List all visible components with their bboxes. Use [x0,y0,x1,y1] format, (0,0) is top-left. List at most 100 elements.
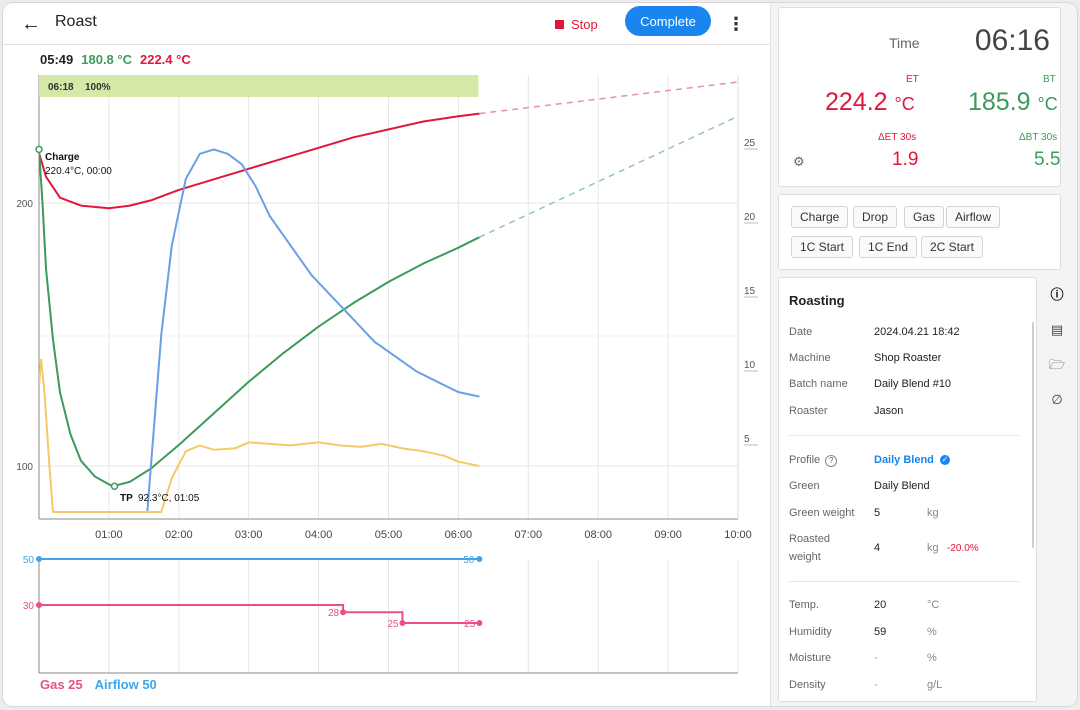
x-tick-label: 04:00 [305,529,333,541]
readout-bt: 180.8 °C [81,52,132,67]
airflow-end-label: 50 [463,555,475,566]
event-1c-start-button[interactable]: 1C Start [791,236,854,258]
phase-percent: 100% [85,82,111,93]
tp-label: TP [120,493,133,504]
green-weight-unit: kg [927,507,939,519]
page-title: Roast [55,13,97,30]
x-tick-label: 08:00 [584,529,612,541]
roaster-label: Roaster [789,405,828,417]
series-bt-projection [479,115,739,238]
bt-unit: °C [1037,94,1058,114]
series--et [39,358,480,513]
folder-icon[interactable]: 🗁 [1048,357,1066,372]
machine-value: Shop Roaster [874,352,942,364]
time-value: 06:16 [974,24,1050,57]
et-display: 224.2 °C [825,88,915,117]
profile-label-row: Profile ? [789,451,838,469]
event-drop-button[interactable]: Drop [853,206,898,228]
roast-chart[interactable]: 06:18 100% 01:00 02:00 03:00 04:00 05:00 06:00 0… [3,3,770,706]
time-label: Time [889,35,920,51]
airflow-point [476,556,483,562]
roasting-details-card: Roasting Date 2024.04.21 18:42 Machine S… [778,277,1037,702]
list-icon[interactable]: ▤ [1050,322,1064,337]
temp-unit: °C [927,599,940,611]
green-weight-label: Green weight [789,507,855,519]
divider [789,435,1019,436]
y-tick-label-right: 20 [744,212,756,223]
help-icon[interactable]: ? [825,455,838,467]
event-2c-start-button[interactable]: 2C Start [921,236,984,258]
tp-detail: 92.3°C, 01:05 [138,493,200,504]
et-value: 224.2 [825,88,888,116]
bean-icon[interactable]: ∅ [1051,392,1063,407]
profile-link[interactable]: Daily Blend [874,454,934,466]
readout-time: 05:49 [40,52,74,67]
details-scrollbar[interactable] [1032,322,1034,548]
back-arrow-icon[interactable]: ← [21,13,41,35]
det-label: ΔET 30s [878,132,917,143]
date-value: 2024.04.21 18:42 [874,326,960,338]
y-tick-label-right: 5 [744,434,750,445]
gas-point [36,602,42,608]
gas-value-label: 25 [464,619,476,630]
moisture-value: - [874,652,878,664]
event-gas-button[interactable]: Gas [904,206,945,228]
machine-label: Machine [789,352,831,364]
y-tick-label-right: 10 [744,360,756,371]
humidity-label: Humidity [789,626,832,638]
temp-label: Temp. [789,599,819,611]
side-tabs: ⓘ ▤ 🗁 ∅ [1039,277,1077,702]
legend-gas[interactable]: Gas 25 [40,677,83,692]
live-readout: 05:49 180.8 °C 222.4 °C [40,52,191,67]
more-options-icon[interactable]: ⋮ [727,14,745,34]
batch-label: Batch name [789,378,848,390]
batch-value: Daily Blend #10 [874,378,952,390]
gas-value-label: 30 [23,601,35,612]
top-bar: ← Roast Stop Complete ⋮ [3,3,770,45]
airflow-start-label: 50 [23,555,35,566]
gear-icon[interactable]: ⚙ [793,154,805,169]
profile-row: Daily Blend ✓ [874,454,950,466]
dbt-value: 5.5 [1034,149,1061,170]
charge-marker [35,145,43,154]
event-1c-end-button[interactable]: 1C End [859,236,918,258]
series-bt [39,149,480,488]
event-charge-button[interactable]: Charge [791,206,849,228]
series--bt [146,148,480,513]
x-tick-label: 02:00 [165,529,193,541]
x-tick-label: 01:00 [95,529,123,541]
et-label: ET [906,74,919,85]
series-et-projection [479,81,739,115]
events-card: Charge Drop Gas Airflow 1C Start 1C End … [778,194,1061,270]
roasted-weight-label: Roasted weight [789,533,830,563]
green-value: Daily Blend [874,480,930,492]
x-tick-label: 05:00 [375,529,403,541]
readout-et: 222.4 °C [139,52,191,67]
event-airflow-button[interactable]: Airflow [946,206,1001,228]
phase-time: 06:18 [48,82,74,93]
date-label: Date [789,326,813,338]
series-et [39,112,480,210]
density-value: - [874,679,878,691]
det-value: 1.9 [892,149,919,170]
gas-line [39,604,480,624]
gas-value-label: 25 [387,619,399,630]
bt-label: BT [1043,74,1056,85]
roast-panel: ← Roast Stop Complete ⋮ 05:49 180.8 °C 2… [3,3,770,706]
profile-label: Profile [789,454,821,466]
temp-value: 20 [874,599,887,611]
x-tick-label: 09:00 [654,529,682,541]
complete-button[interactable]: Complete [625,6,711,36]
x-tick-label: 06:00 [445,529,473,541]
x-tick-label: 10:00 [724,529,752,541]
side-panel: Time 06:16 ET 224.2 °C BT 185.9 °C ⚙ ΔET… [770,3,1077,706]
phase-bar [39,75,479,97]
info-icon[interactable]: ⓘ [1050,287,1064,302]
moisture-unit: % [927,652,937,664]
roasted-weight-unit: kg [927,542,939,554]
gas-point [399,620,406,626]
legend-airflow[interactable]: Airflow 50 [94,677,157,692]
bt-value: 185.9 [968,88,1031,116]
verified-badge-icon: ✓ [939,455,950,466]
stop-button[interactable]: Stop [555,12,598,36]
